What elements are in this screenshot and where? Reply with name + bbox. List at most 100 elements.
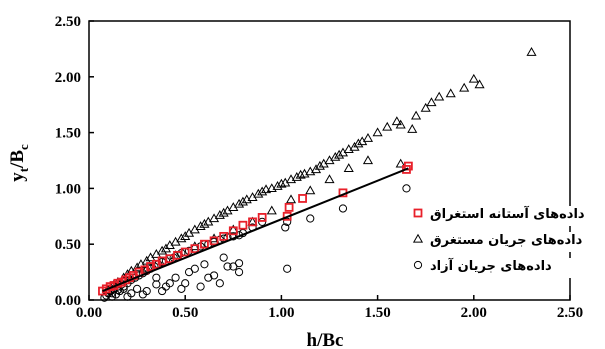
data-point-square [209,236,219,246]
data-point-triangle [420,102,431,112]
data-point-triangle [285,194,297,204]
data-point-circle [219,253,228,262]
data-point-circle [165,279,174,288]
data-point-circle [181,279,190,288]
data-point-square [228,226,238,236]
data-point-triangle [445,88,456,98]
data-point-triangle [459,82,470,92]
data-point-triangle [295,169,306,179]
legend-marker-square [413,208,423,218]
data-point-triangle [362,155,374,165]
x-tick-label: 1.00 [268,305,294,321]
data-point-circle [196,282,205,291]
data-point-circle [209,271,219,280]
data-point-circle [177,284,186,293]
data-point-square [284,202,294,212]
x-tick-label: 0.00 [76,305,102,321]
legend-bg [412,206,592,226]
data-point-square [238,220,248,230]
data-point-triangle [426,97,437,107]
data-point-circle [123,292,132,301]
data-point-triangle [474,79,485,89]
data-point-triangle [330,151,341,161]
y-tick-label: 0.50 [55,237,81,253]
data-point-triangle [276,178,287,188]
data-point-triangle [257,186,268,196]
data-marks [98,47,537,302]
legend-label: داده‌های جریان مستغرق [430,233,583,248]
axes [88,20,571,301]
data-point-triangle [353,138,364,148]
y-tick-label: 1.50 [55,126,81,142]
data-point-circle [133,284,142,293]
data-point-triangle [218,207,229,217]
data-point-triangle [260,184,272,194]
data-point-triangle [228,224,239,234]
data-point-triangle [314,160,325,170]
data-point-square [298,194,307,203]
legend-marker-triangle [412,233,424,243]
data-point-triangle [391,116,402,126]
data-point-triangle [214,209,225,219]
data-point-triangle [266,205,277,215]
data-point-square [200,239,209,249]
data-point-circle [258,217,267,226]
data-point-circle [200,260,209,269]
y-tick-label: 0.00 [55,293,81,309]
x-tick-label: 0.50 [172,305,198,321]
data-point-circle [204,273,213,282]
data-point-circle [223,262,232,271]
data-point-triangle [291,172,302,181]
data-point-triangle [199,218,210,228]
data-point-triangle [468,73,479,83]
data-point-circle [138,290,147,299]
data-point-triangle [362,132,374,142]
data-point-triangle [372,127,383,137]
data-point-circle [184,268,194,277]
data-point-circle [229,262,238,271]
data-point-square [248,217,257,227]
data-point-square [190,244,200,254]
data-point-square [257,213,267,222]
data-point-triangle [407,124,418,133]
ticks: 0.00 0.50 1.00 1.50 2.00 2.50 0.00 0.50 1.00 1.50… [55,14,583,321]
data-point-circle [306,214,315,223]
data-point-square [146,262,155,271]
legend-bg [412,232,592,252]
data-point-triangle [305,185,316,195]
data-point-triangle [343,163,354,172]
data-point-square [180,247,190,257]
legend-bg [412,258,592,278]
trend-line [102,167,409,293]
data-point-circle [402,184,411,193]
data-point-circle [171,273,180,282]
x-tick-label: 2.50 [557,305,583,321]
data-point-circle [283,264,292,273]
data-point-square [403,161,413,171]
plot-frame [88,20,571,301]
data-point-circle [234,268,244,277]
data-point-circle [338,204,348,213]
data-point-triangle [411,110,422,120]
x-tick-label: 1.50 [364,305,390,321]
data-point-triangle [234,198,245,208]
data-point-triangle [382,121,393,131]
data-point-square [219,231,229,241]
data-point-triangle [324,174,335,184]
data-point-triangle [434,91,445,101]
x-tick-label: 2.00 [461,305,487,321]
y-axis-title: yt/Bc [7,144,31,182]
data-point-circle [158,286,167,296]
legend-label: داده‌های آستانه استغراق [430,205,585,222]
y-tick-label: 2.50 [55,14,81,30]
data-point-triangle [334,149,345,159]
data-point-circle [283,217,292,226]
legend: داده‌های آستانه استغراق داده‌های جریان مس… [412,205,592,278]
data-point-triangle [195,221,206,230]
data-point-triangle [237,196,248,206]
data-point-circle [152,280,161,289]
data-point-triangle [395,119,406,129]
data-point-circle [281,223,290,232]
data-point-circle [152,273,161,282]
legend-label: داده‌های جریان آزاد [430,257,552,274]
